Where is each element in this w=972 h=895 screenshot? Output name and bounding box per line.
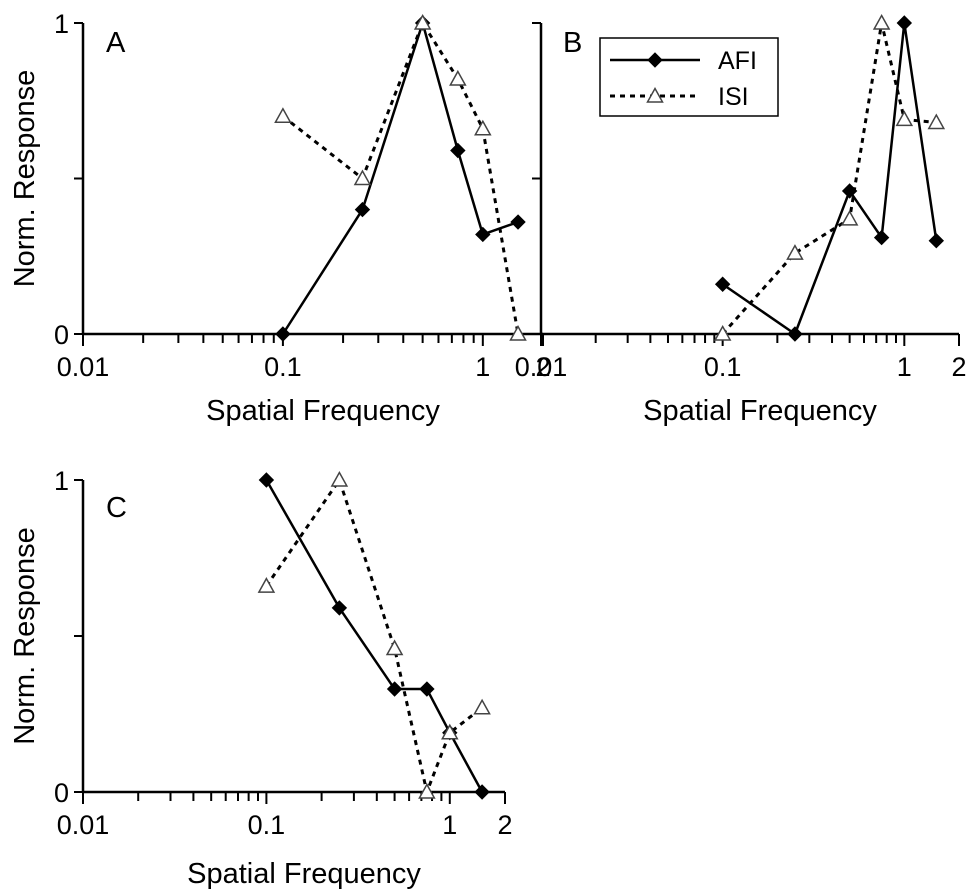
- data-point-isi: [840, 209, 859, 226]
- panel-c: 0 1 0.01 0.1 1 2 Spatial Frequency Norm. Respon…: [9, 466, 513, 890]
- x-tick-label: 0.01: [515, 352, 568, 382]
- panel-label: B: [563, 27, 582, 59]
- data-point-isi: [786, 244, 804, 260]
- legend: AFI ISI: [599, 37, 779, 117]
- data-point-isi: [274, 107, 292, 124]
- data-point-afi: [475, 226, 491, 243]
- data-point-isi: [353, 169, 372, 186]
- data-point-isi: [927, 113, 946, 130]
- data-point-afi: [386, 681, 403, 697]
- y-tick-label: 0: [54, 320, 69, 350]
- x-axis-title: Spatial Frequency: [206, 395, 440, 427]
- data-point-isi: [385, 639, 404, 656]
- data-point-afi: [419, 681, 435, 697]
- series-isi-line: [281, 21, 520, 335]
- panel-b: 0.01 0.1 1 2 Spatial Frequency B: [515, 13, 967, 427]
- legend-marker-afi: [647, 52, 663, 68]
- x-axis-title: Spatial Frequency: [643, 395, 877, 427]
- data-point-afi: [510, 214, 526, 230]
- x-tick-label: 0.1: [264, 352, 302, 382]
- x-tick-label: 1: [475, 352, 490, 382]
- series-afi-line: [721, 21, 938, 336]
- data-point-afi: [474, 784, 490, 800]
- x-tick-label: 1: [897, 352, 912, 382]
- legend-label-isi: ISI: [718, 83, 749, 111]
- data-point-afi: [928, 232, 945, 249]
- data-point-isi: [413, 13, 432, 30]
- series-afi-line: [265, 479, 484, 793]
- legend-box: [599, 37, 779, 117]
- y-axis-title: Norm. Response: [9, 527, 41, 745]
- data-point-isi: [474, 119, 492, 136]
- data-point-afi: [873, 229, 890, 246]
- x-tick-label: 2: [951, 352, 966, 382]
- x-axis-title: Spatial Frequency: [187, 858, 421, 890]
- data-point-afi: [450, 142, 466, 159]
- panel-a: 0 1 0.01 0.1 1 2 Spatial Frequency Norm. Respon…: [9, 9, 551, 427]
- data-point-isi: [441, 723, 459, 740]
- data-point-afi: [714, 276, 731, 292]
- data-point-isi: [330, 470, 349, 487]
- data-point-isi: [449, 69, 467, 86]
- data-point-isi: [713, 324, 732, 341]
- data-point-afi: [896, 15, 913, 31]
- y-tick-label: 1: [54, 9, 69, 39]
- data-point-afi: [787, 326, 803, 342]
- series-isi-line: [265, 478, 484, 794]
- x-tick-label: 1: [442, 810, 457, 840]
- x-tick-label: 2: [535, 352, 550, 382]
- data-point-isi: [418, 782, 436, 799]
- data-point-isi: [872, 13, 891, 30]
- legend-label-afi: AFI: [718, 47, 757, 75]
- y-tick-label: 0: [54, 778, 69, 808]
- series-afi-line: [281, 21, 519, 335]
- data-point-afi: [354, 201, 371, 218]
- x-tick-label: 0.1: [248, 810, 286, 840]
- x-tick-label: 0.01: [57, 810, 110, 840]
- data-point-isi: [509, 324, 527, 341]
- data-point-afi: [258, 472, 275, 488]
- series-isi-line: [721, 21, 937, 335]
- x-tick-label: 0.1: [704, 352, 742, 382]
- data-point-afi: [275, 326, 291, 342]
- x-tick-label: 0.01: [57, 352, 110, 382]
- y-tick-label: 1: [54, 466, 69, 496]
- data-point-afi: [331, 600, 348, 616]
- data-point-isi: [257, 577, 276, 593]
- data-point-isi: [895, 110, 914, 127]
- y-axis-title: Norm. Response: [9, 70, 41, 288]
- legend-marker-isi: [646, 86, 664, 103]
- data-point-isi: [473, 698, 491, 715]
- panel-label: A: [106, 27, 126, 59]
- panel-label: C: [106, 492, 127, 524]
- x-tick-label: 2: [497, 810, 512, 840]
